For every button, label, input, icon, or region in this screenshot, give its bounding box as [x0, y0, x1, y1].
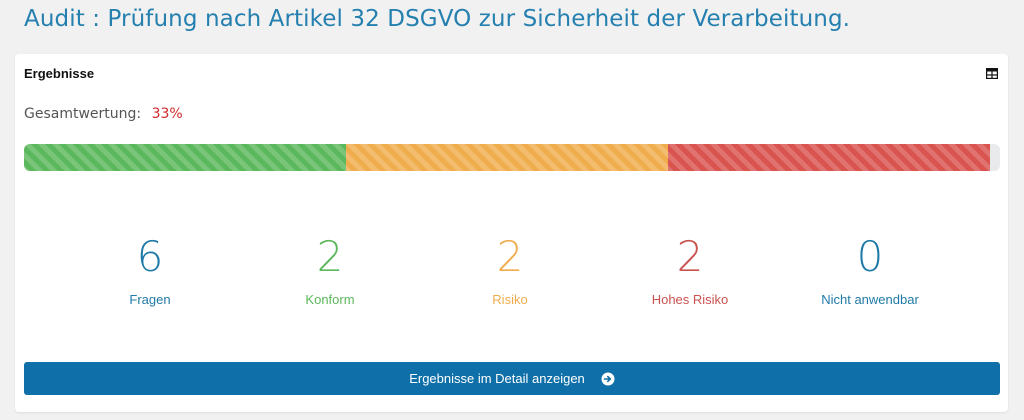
show-detailed-results-button[interactable]: Ergebnisse im Detail anzeigen — [24, 362, 1000, 395]
progress-segment-risiko — [346, 144, 668, 171]
card-title: Ergebnisse — [24, 66, 95, 81]
arrow-right-circle-icon — [601, 372, 615, 385]
results-card: Ergebnisse Gesamtwertung: 33% 6 Fragen 2… — [15, 54, 1008, 412]
stat-not-applicable: 0 Nicht anwendbar — [780, 232, 960, 307]
stat-not-applicable-number: 0 — [856, 232, 884, 281]
stat-risk: 2 Risiko — [420, 232, 600, 307]
stat-compliant-label: Konform — [305, 292, 355, 307]
stat-questions-label: Fragen — [129, 292, 171, 307]
stat-high-risk-number: 2 — [676, 232, 704, 281]
stat-compliant: 2 Konform — [240, 232, 420, 307]
overall-score-label: Gesamtwertung: — [24, 106, 142, 122]
stat-high-risk-label: Hohes Risiko — [651, 292, 729, 307]
results-progress-bar — [24, 144, 1000, 171]
progress-segment-konform — [24, 144, 346, 171]
overall-score: Gesamtwertung: 33% — [24, 106, 183, 122]
stat-high-risk: 2 Hohes Risiko — [600, 232, 780, 307]
page-title: Audit : Prüfung nach Artikel 32 DSGVO zu… — [24, 6, 851, 32]
stat-not-applicable-label: Nicht anwendbar — [821, 292, 919, 307]
stat-risk-label: Risiko — [492, 292, 528, 307]
table-icon[interactable] — [986, 68, 998, 79]
progress-segment-hohes-risiko — [668, 144, 990, 171]
stat-compliant-number: 2 — [316, 232, 344, 281]
stats-row: 6 Fragen 2 Konform 2 Risiko 2 Hohes Risi… — [60, 232, 960, 312]
show-detailed-results-label: Ergebnisse im Detail anzeigen — [409, 371, 585, 386]
stat-questions-number: 6 — [136, 232, 164, 281]
stat-risk-number: 2 — [496, 232, 524, 281]
overall-score-value: 33% — [151, 106, 183, 122]
stat-questions: 6 Fragen — [60, 232, 240, 307]
